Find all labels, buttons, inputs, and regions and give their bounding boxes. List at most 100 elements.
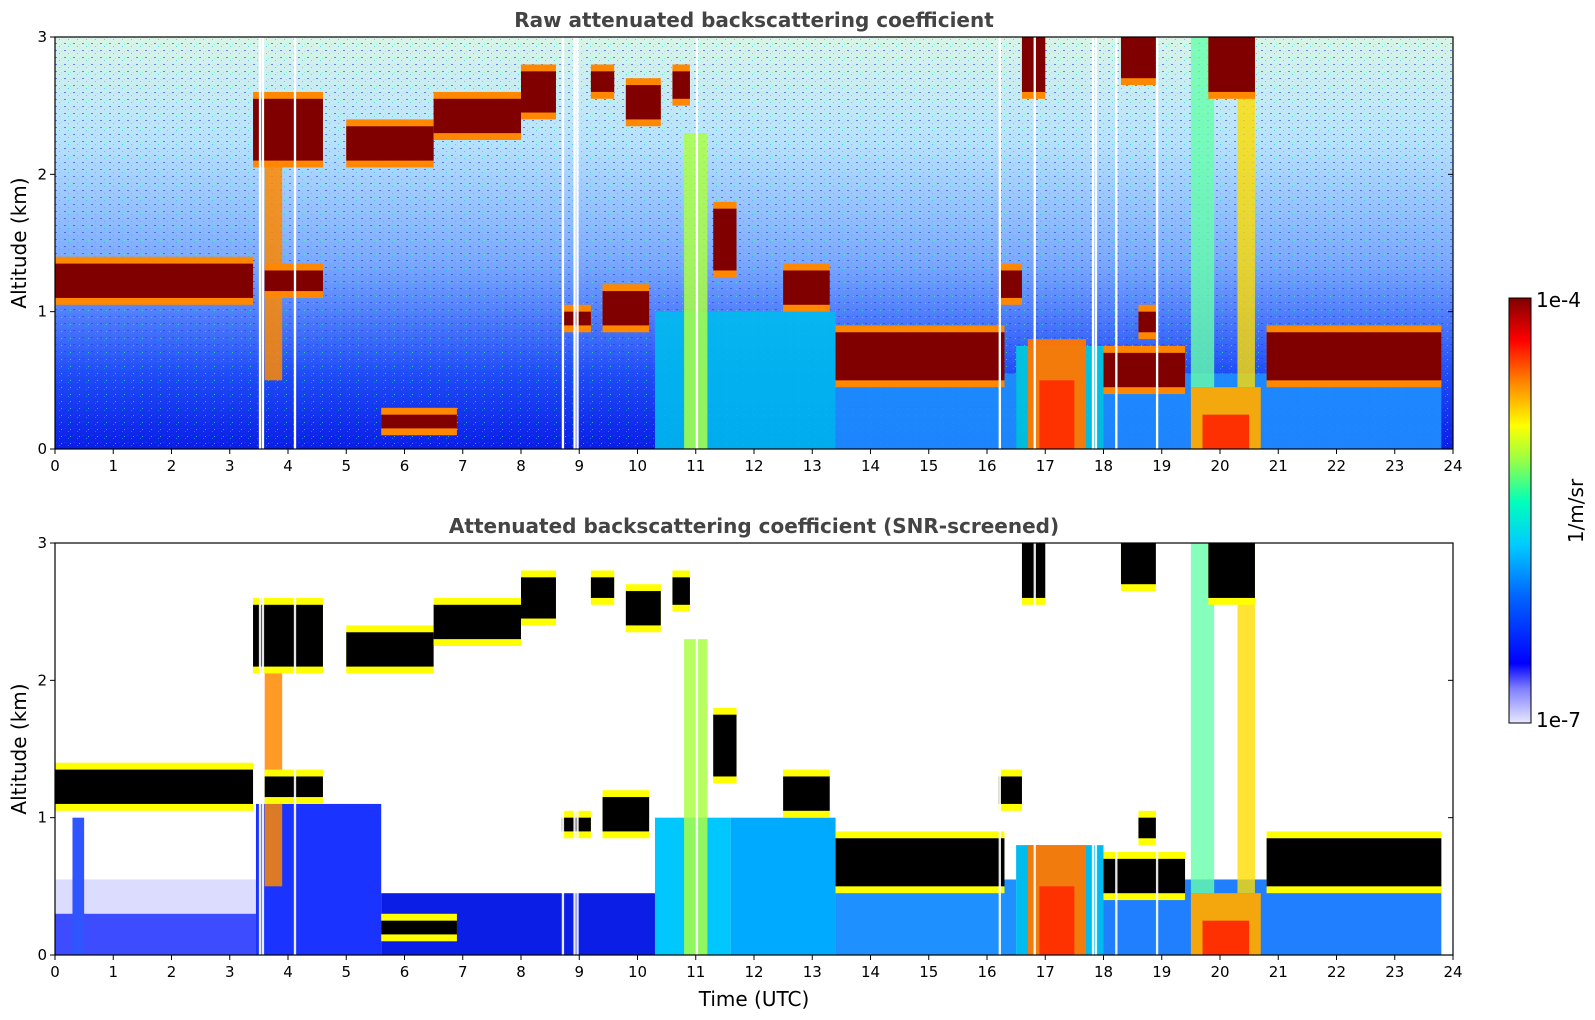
snr-x-tick-label: 19: [1152, 963, 1171, 981]
snr-x-tick-label: 12: [744, 963, 763, 981]
snr-x-tick-label: 13: [803, 963, 822, 981]
cloud-layer: [602, 797, 650, 832]
raw-x-axis: 0 1 2 3 4 5 6 7 8 9 10 11 12 13 14 15 16 17 18 19 20 21 22 23 24: [50, 449, 1463, 475]
colorbar: 1e-4 1e-7 1/m/sr: [1508, 288, 1588, 732]
snr-x-tick-label: 6: [400, 963, 410, 981]
virga-streak: [1237, 543, 1255, 894]
raw-cloud-features: [55, 37, 1442, 449]
cloud-layer: [625, 591, 661, 626]
cloud-layer: [1266, 332, 1442, 381]
data-gap-line: [258, 37, 262, 449]
raw-x-tick-label: 14: [861, 457, 880, 475]
cloud-layer: [1138, 311, 1156, 333]
snr-y-axis: 0 1 2 3: [37, 534, 1453, 964]
aerosol-column: [72, 817, 85, 955]
colorbar-max-label: 1e-4: [1536, 288, 1581, 312]
data-gap-line: [561, 543, 565, 955]
cloud-layer: [713, 714, 737, 777]
data-gap-line: [998, 543, 1001, 955]
data-gap-line: [1115, 37, 1118, 449]
x-axis-label: Time (UTC): [698, 987, 810, 1011]
data-gap-line: [695, 37, 699, 449]
data-gap-line: [573, 543, 576, 955]
cloud-layer: [253, 98, 323, 161]
cloud-layer: [521, 577, 556, 619]
raw-y-axis: 0 1 2 3: [37, 28, 1453, 458]
cloud-layer: [1208, 37, 1255, 92]
cloud-layer: [346, 126, 434, 161]
raw-x-tick-label: 4: [283, 457, 293, 475]
raw-x-tick-label: 11: [686, 457, 705, 475]
raw-y-tick-label: 2: [37, 165, 47, 183]
raw-y-tick-label: 3: [37, 28, 47, 46]
data-gap-line: [261, 37, 265, 449]
cloud-layer: [783, 776, 830, 811]
snr-x-tick-label: 2: [167, 963, 177, 981]
snr-x-tick-label: 17: [1036, 963, 1055, 981]
raw-x-tick-label: 2: [167, 457, 177, 475]
raw-x-tick-label: 15: [919, 457, 938, 475]
snr-y-tick-label: 2: [37, 671, 47, 689]
cloud-layer: [346, 632, 434, 667]
virga-streak: [1190, 543, 1215, 894]
raw-x-tick-label: 20: [1210, 457, 1229, 475]
snr-cloud-features: [55, 543, 1442, 955]
cloud-layer: [672, 577, 690, 605]
data-gap-line: [576, 37, 579, 449]
raw-heatmap: [55, 37, 1453, 449]
raw-x-tick-label: 21: [1269, 457, 1288, 475]
cloud-layer: [253, 604, 323, 667]
colorbar-unit-label: 1/m/sr: [1564, 478, 1588, 543]
cloud-layer: [998, 270, 1022, 298]
snr-y-tick-label: 1: [37, 809, 47, 827]
virga-streak: [1237, 37, 1255, 388]
snr-heatmap: [55, 543, 1453, 955]
cloud-layer: [1120, 37, 1156, 79]
snr-x-tick-label: 7: [458, 963, 468, 981]
cloud-layer: [1208, 543, 1255, 598]
raw-x-tick-label: 17: [1036, 457, 1055, 475]
snr-y-tick-label: 3: [37, 534, 47, 552]
cloud-layer: [55, 769, 254, 804]
raw-x-tick-label: 0: [50, 457, 60, 475]
raw-y-axis-label: Altitude (km): [7, 177, 31, 308]
raw-x-tick-label: 6: [400, 457, 410, 475]
aerosol-boundary-layer: [55, 913, 256, 955]
raw-y-tick-label: 0: [37, 440, 47, 458]
cloud-layer: [1266, 838, 1442, 887]
data-gap-line: [293, 543, 297, 955]
aerosol-boundary-layer: [654, 311, 836, 449]
snr-x-tick-label: 5: [341, 963, 351, 981]
data-gap-line: [573, 37, 576, 449]
colorbar-gradient: [1508, 297, 1532, 724]
cloud-layer: [521, 71, 556, 113]
data-gap-line: [1033, 543, 1036, 955]
cloud-layer: [590, 71, 615, 92]
snr-x-tick-label: 11: [686, 963, 705, 981]
raw-x-tick-label: 23: [1385, 457, 1404, 475]
cloud-layer: [672, 71, 690, 99]
raw-x-tick-label: 1: [108, 457, 118, 475]
snr-x-tick-label: 14: [861, 963, 880, 981]
raw-x-tick-label: 8: [516, 457, 526, 475]
convective-plume: [264, 611, 283, 887]
snr-y-axis-label: Altitude (km): [7, 683, 31, 814]
snr-x-tick-label: 22: [1327, 963, 1346, 981]
raw-x-tick-label: 7: [458, 457, 468, 475]
cloud-layer: [998, 776, 1022, 804]
raw-x-tick-label: 24: [1443, 457, 1462, 475]
raw-x-tick-label: 18: [1094, 457, 1113, 475]
cloud-layer: [55, 263, 254, 298]
precipitation-core: [1039, 380, 1075, 449]
data-gap-line: [1091, 543, 1095, 955]
data-gap-line: [293, 37, 297, 449]
snr-screened-panel: Attenuated backscattering coefficient (S…: [7, 514, 1463, 1011]
data-gap-line: [258, 543, 262, 955]
snr-y-tick-label: 0: [37, 946, 47, 964]
cloud-layer: [381, 920, 457, 935]
raw-x-tick-label: 5: [341, 457, 351, 475]
precipitation-core: [1202, 414, 1250, 449]
raw-x-tick-label: 13: [803, 457, 822, 475]
snr-x-tick-label: 21: [1269, 963, 1288, 981]
